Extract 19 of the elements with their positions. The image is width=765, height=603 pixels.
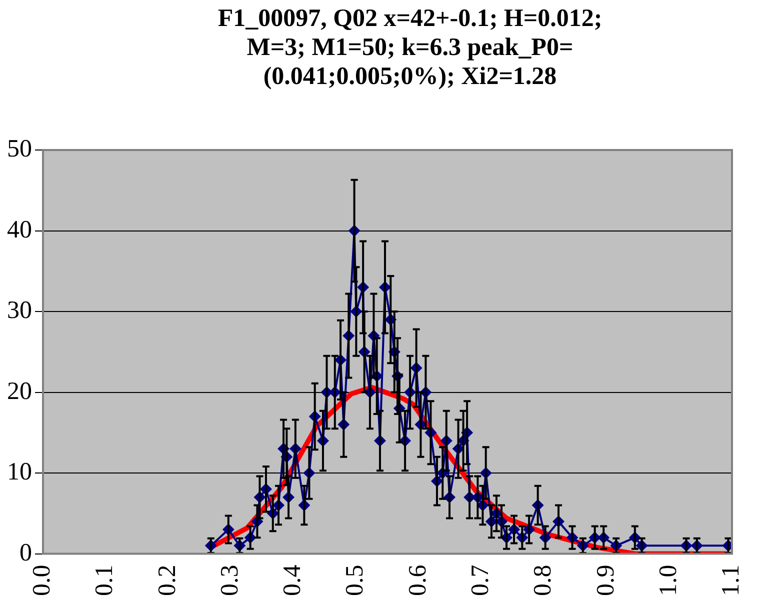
x-tick-label: 0.8 bbox=[530, 564, 557, 596]
x-tick-label: 0.4 bbox=[279, 564, 306, 596]
y-tick-label: 10 bbox=[7, 458, 32, 486]
x-tick-label: 0.5 bbox=[342, 564, 369, 596]
y-tick-label: 30 bbox=[7, 297, 32, 324]
y-tick-label: 50 bbox=[7, 136, 32, 163]
x-tick-label: 0.7 bbox=[467, 564, 494, 596]
x-tick-label: 0.6 bbox=[404, 564, 432, 596]
x-tick-label: 0.3 bbox=[216, 564, 244, 596]
x-tick-label: 1.1 bbox=[718, 564, 745, 596]
x-tick-label: 0.1 bbox=[91, 564, 118, 596]
x-tick-label: 1.0 bbox=[654, 564, 682, 596]
y-tick-label: 20 bbox=[7, 378, 32, 405]
x-tick-label: 0.9 bbox=[592, 564, 620, 596]
chart-title: F1_00097, Q02 x=42+-0.1; H=0.012; M=3; M1=50; k=6.3 peak_P0=(0.041;0.005;0%); Xi2=1.28 bbox=[216, 4, 604, 91]
x-tick-label: 0.0 bbox=[28, 564, 56, 596]
x-tick-label: 0.2 bbox=[154, 564, 181, 596]
y-tick-label: 40 bbox=[7, 216, 32, 244]
y-tick-label: 0 bbox=[20, 539, 32, 566]
